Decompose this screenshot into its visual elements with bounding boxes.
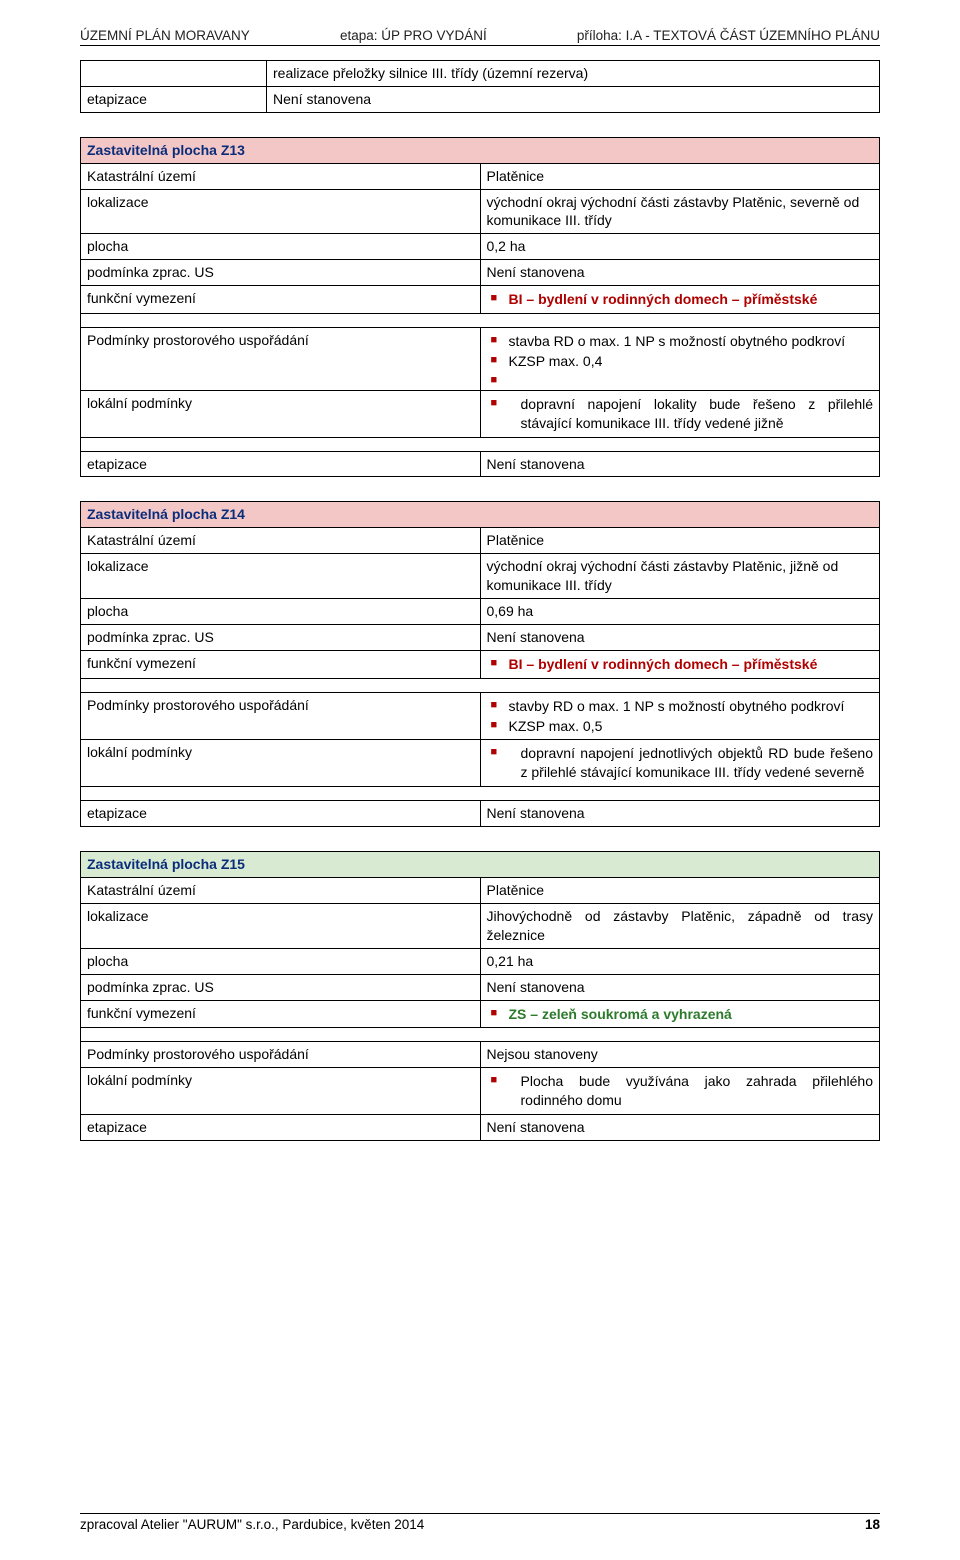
label-katastr: Katastrální území bbox=[81, 528, 481, 554]
z13-prostor-cell: stavba RD o max. 1 NP s možností obytnéh… bbox=[480, 328, 880, 391]
page-footer: zpracoval Atelier "AURUM" s.r.o., Pardub… bbox=[80, 1513, 880, 1532]
z14-etap: Není stanovena bbox=[480, 801, 880, 827]
label-funkcni: funkční vymezení bbox=[81, 650, 481, 678]
z14-lokalizace: východní okraj východní části zástavby P… bbox=[480, 554, 880, 599]
footer-page: 18 bbox=[865, 1517, 880, 1532]
label-etapizace: etapizace bbox=[81, 451, 481, 477]
label-katastr: Katastrální území bbox=[81, 163, 481, 189]
z14-lokal-b1: dopravní napojení jednotlivých objektů R… bbox=[487, 744, 874, 782]
z15-funkcni: ZS – zeleň soukromá a vyhrazená bbox=[509, 1006, 732, 1022]
label-podm-zprac: podmínka zprac. US bbox=[81, 624, 481, 650]
z14-prostor-cell: stavby RD o max. 1 NP s možností obytnéh… bbox=[480, 692, 880, 740]
label-lokal-podm: lokální podmínky bbox=[81, 740, 481, 787]
z14-prostor-b1: stavby RD o max. 1 NP s možností obytnéh… bbox=[487, 697, 874, 716]
z15-katastr: Platěnice bbox=[480, 878, 880, 904]
label-podm-prostor: Podmínky prostorového uspořádání bbox=[81, 1042, 481, 1068]
label-etapizace: etapizace bbox=[81, 86, 267, 112]
label-plocha: plocha bbox=[81, 599, 481, 625]
z13-lokalizace: východní okraj východní části zástavby P… bbox=[480, 189, 880, 234]
label-podm-zprac: podmínka zprac. US bbox=[81, 260, 481, 286]
z13-funkcni-cell: BI – bydlení v rodinných domech – příměs… bbox=[480, 286, 880, 314]
label-plocha: plocha bbox=[81, 948, 481, 974]
label-funkcni: funkční vymezení bbox=[81, 1000, 481, 1028]
z15-title: Zastavitelná plocha Z15 bbox=[81, 852, 880, 878]
top-block-text: realizace přeložky silnice III. třídy (ú… bbox=[267, 61, 880, 87]
z14-podm-zprac: Není stanovena bbox=[480, 624, 880, 650]
spacer bbox=[81, 437, 880, 451]
spacer bbox=[81, 678, 880, 692]
label-lokal-podm: lokální podmínky bbox=[81, 390, 481, 437]
z13-lokal-cell: dopravní napojení lokality bude řešeno z… bbox=[480, 390, 880, 437]
label-plocha: plocha bbox=[81, 234, 481, 260]
z14-title: Zastavitelná plocha Z14 bbox=[81, 502, 880, 528]
z15-lokal-cell: Plocha bude využívána jako zahrada přile… bbox=[480, 1068, 880, 1115]
z15-plocha: 0,21 ha bbox=[480, 948, 880, 974]
z13-funkcni: BI – bydlení v rodinných domech – příměs… bbox=[509, 291, 818, 307]
label-etapizace: etapizace bbox=[81, 801, 481, 827]
empty-cell bbox=[81, 61, 267, 87]
label-podm-prostor: Podmínky prostorového uspořádání bbox=[81, 328, 481, 391]
label-lokalizace: lokalizace bbox=[81, 903, 481, 948]
label-podm-prostor: Podmínky prostorového uspořádání bbox=[81, 692, 481, 740]
z15-prostor-text: Nejsou stanoveny bbox=[480, 1042, 880, 1068]
z14-lokal-cell: dopravní napojení jednotlivých objektů R… bbox=[480, 740, 880, 787]
spacer bbox=[81, 787, 880, 801]
spacer bbox=[81, 1028, 880, 1042]
page: ÚZEMNÍ PLÁN MORAVANY etapa: ÚP PRO VYDÁN… bbox=[0, 0, 960, 1560]
z13-prostor-b1: stavba RD o max. 1 NP s možností obytnéh… bbox=[487, 332, 874, 351]
header-left: ÚZEMNÍ PLÁN MORAVANY bbox=[80, 28, 250, 43]
z15-etap: Není stanovena bbox=[480, 1115, 880, 1141]
label-lokalizace: lokalizace bbox=[81, 554, 481, 599]
z13-lokal-b1: dopravní napojení lokality bude řešeno z… bbox=[487, 395, 874, 433]
z15-podm-zprac: Není stanovena bbox=[480, 974, 880, 1000]
z13-prostor-b2: KZSP max. 0,4 bbox=[487, 352, 874, 371]
z14-funkcni: BI – bydlení v rodinných domech – příměs… bbox=[509, 656, 818, 672]
top-block-etap: Není stanovena bbox=[267, 86, 880, 112]
z15-lokal-b1: Plocha bude využívána jako zahrada přile… bbox=[487, 1072, 874, 1110]
label-lokalizace: lokalizace bbox=[81, 189, 481, 234]
z15-block: Zastavitelná plocha Z15 Katastrální územ… bbox=[80, 851, 880, 1141]
footer-line bbox=[80, 1513, 880, 1514]
label-lokal-podm: lokální podmínky bbox=[81, 1068, 481, 1115]
z13-podm-zprac: Není stanovena bbox=[480, 260, 880, 286]
label-funkcni: funkční vymezení bbox=[81, 286, 481, 314]
z14-prostor-b2: KZSP max. 0,5 bbox=[487, 717, 874, 736]
z15-funkcni-cell: ZS – zeleň soukromá a vyhrazená bbox=[480, 1000, 880, 1028]
z15-lokalizace: Jihovýchodně od zástavby Platěnic, západ… bbox=[480, 903, 880, 948]
header-underline bbox=[80, 45, 880, 46]
z14-funkcni-cell: BI – bydlení v rodinných domech – příměs… bbox=[480, 650, 880, 678]
page-header: ÚZEMNÍ PLÁN MORAVANY etapa: ÚP PRO VYDÁN… bbox=[80, 28, 880, 43]
z13-katastr: Platěnice bbox=[480, 163, 880, 189]
z14-block: Zastavitelná plocha Z14 Katastrální územ… bbox=[80, 501, 880, 827]
z13-prostor-empty bbox=[487, 372, 874, 386]
z13-plocha: 0,2 ha bbox=[480, 234, 880, 260]
z13-etap: Není stanovena bbox=[480, 451, 880, 477]
header-right: příloha: I.A - TEXTOVÁ ČÁST ÚZEMNÍHO PLÁ… bbox=[577, 28, 880, 43]
z14-plocha: 0,69 ha bbox=[480, 599, 880, 625]
label-katastr: Katastrální území bbox=[81, 878, 481, 904]
z13-block: Zastavitelná plocha Z13 Katastrální územ… bbox=[80, 137, 880, 478]
top-block: realizace přeložky silnice III. třídy (ú… bbox=[80, 60, 880, 113]
label-etapizace: etapizace bbox=[81, 1115, 481, 1141]
footer-left: zpracoval Atelier "AURUM" s.r.o., Pardub… bbox=[80, 1517, 424, 1532]
label-podm-zprac: podmínka zprac. US bbox=[81, 974, 481, 1000]
z14-katastr: Platěnice bbox=[480, 528, 880, 554]
spacer bbox=[81, 314, 880, 328]
header-center: etapa: ÚP PRO VYDÁNÍ bbox=[340, 28, 487, 43]
z13-title: Zastavitelná plocha Z13 bbox=[81, 137, 880, 163]
